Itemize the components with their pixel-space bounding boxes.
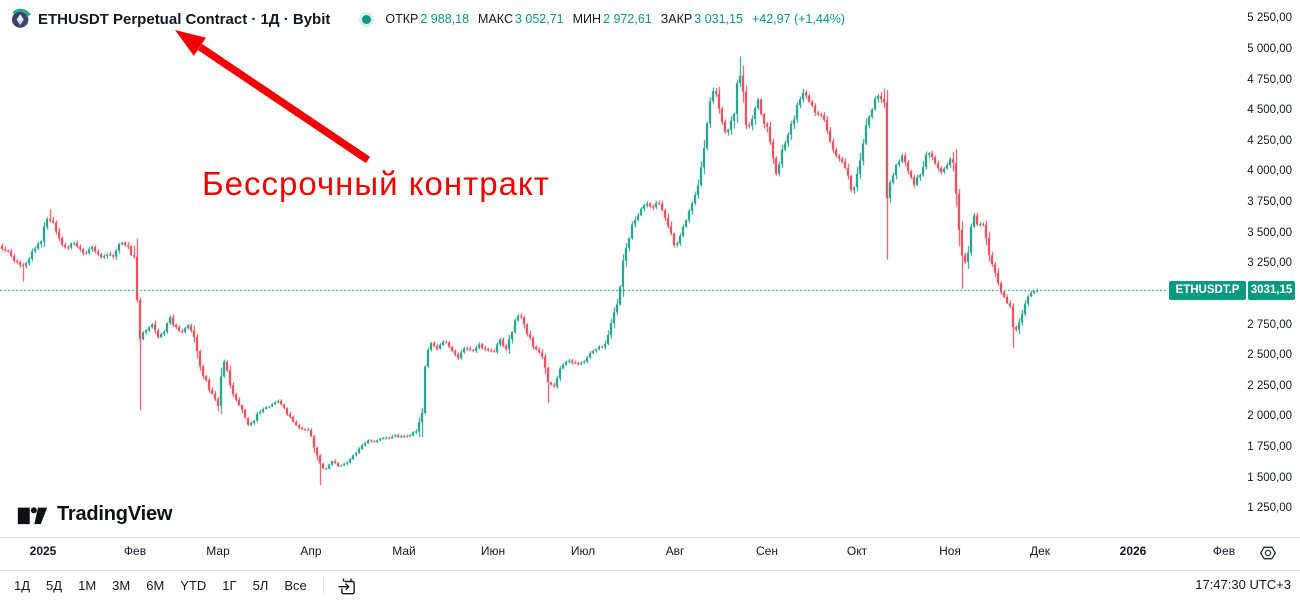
- range-button-1d[interactable]: 1Д: [6, 575, 38, 596]
- price-tick-label: 4 250,00: [1247, 134, 1292, 147]
- time-tick-label: Мар: [206, 544, 230, 558]
- range-button-3m[interactable]: 3M: [104, 575, 138, 596]
- tradingview-logo-icon: [17, 507, 48, 525]
- close-value: 3 031,15: [694, 12, 743, 26]
- time-axis-separator: [0, 537, 1300, 538]
- ohlc-values: ОТКР 2 988,18 МАКС 3 052,71 МИН 2 972,61 ЗА…: [385, 12, 845, 26]
- time-tick-label: Фев: [123, 544, 147, 558]
- time-tick-label: Окт: [846, 544, 868, 558]
- price-tick-label: 5 250,00: [1247, 12, 1292, 25]
- low-value: 2 972,61: [603, 12, 652, 26]
- time-tick-label: Дек: [1029, 544, 1051, 558]
- toolbar-separator: [0, 570, 1300, 571]
- candlestick-chart[interactable]: [0, 0, 1300, 537]
- clock[interactable]: 17:47:30 UTC+3: [1195, 577, 1291, 592]
- price-tick-label: 4 500,00: [1247, 104, 1292, 117]
- price-tick-label: 4 750,00: [1247, 73, 1292, 86]
- low-label: МИН: [572, 12, 602, 26]
- range-button-5y[interactable]: 5Л: [245, 575, 277, 596]
- watermark-label: TradingView: [57, 502, 173, 525]
- price-tick-label: 2 750,00: [1247, 318, 1292, 331]
- annotation-text[interactable]: Бессрочный контракт: [202, 165, 550, 202]
- open-value: 2 988,18: [420, 12, 470, 26]
- time-tick-label: 2025: [29, 544, 57, 558]
- bottom-toolbar: 1Д 5Д 1M 3M 6M YTD 1Г 5Л Все: [0, 571, 1300, 600]
- range-button-all[interactable]: Все: [276, 575, 314, 596]
- change-value: +42,97 (+1,44%): [751, 12, 846, 26]
- last-price-symbol: ETHUSDT.P: [1169, 281, 1246, 300]
- price-tick-label: 2 000,00: [1247, 410, 1292, 423]
- last-price-label: ETHUSDT.P 3031,15: [1169, 281, 1295, 300]
- price-tick-label: 2 500,00: [1247, 349, 1292, 362]
- time-tick-label: Июн: [480, 544, 506, 558]
- time-tick-label: Ноя: [939, 544, 961, 558]
- time-tick-label: Апр: [300, 544, 322, 558]
- price-tick-label: 1 750,00: [1247, 441, 1292, 454]
- price-tick-label: 3 250,00: [1247, 257, 1292, 270]
- high-label: МАКС: [478, 12, 513, 26]
- open-label: ОТКР: [385, 12, 419, 26]
- time-tick-label: Фев: [1212, 544, 1236, 558]
- calendar-arrow-icon: [338, 578, 355, 594]
- range-button-1m[interactable]: 1M: [70, 575, 104, 596]
- market-status-dot[interactable]: [362, 14, 372, 24]
- range-button-ytd[interactable]: YTD: [172, 575, 214, 596]
- range-button-6m[interactable]: 6M: [138, 575, 172, 596]
- go-to-date-button[interactable]: [332, 573, 362, 599]
- time-tick-label: 2026: [1119, 544, 1147, 558]
- price-tick-label: 2 250,00: [1247, 379, 1292, 392]
- range-button-1y[interactable]: 1Г: [214, 575, 244, 596]
- price-tick-label: 4 000,00: [1247, 165, 1292, 178]
- price-tick-label: 3 500,00: [1247, 226, 1292, 239]
- range-button-5d[interactable]: 5Д: [38, 575, 70, 596]
- price-tick-label: 5 000,00: [1247, 42, 1292, 55]
- price-scale-settings-icon[interactable]: [1258, 543, 1278, 563]
- price-tick-label: 1 500,00: [1247, 471, 1292, 484]
- symbol-title[interactable]: ETHUSDT Perpetual Contract · 1Д · Bybit: [38, 10, 331, 28]
- time-tick-label: Июл: [570, 544, 596, 558]
- toolbar-divider: [322, 576, 324, 595]
- last-price-value: 3031,15: [1248, 281, 1295, 300]
- price-tick-label: 1 250,00: [1247, 502, 1292, 515]
- close-label: ЗАКР: [660, 12, 693, 26]
- symbol-logo-icon: [10, 8, 32, 30]
- price-tick-label: 3 750,00: [1247, 196, 1292, 209]
- price-axis[interactable]: 5 250,00 5 000,00 4 750,00 4 500,00 4 250,00…: [1230, 0, 1300, 537]
- time-axis[interactable]: 2025 Фев Мар Апр Май Июн Июл Авг Сен Окт Ноя Дек 202…: [0, 538, 1300, 570]
- high-value: 3 052,71: [514, 12, 564, 26]
- time-tick-label: Сен: [756, 544, 778, 558]
- chart-legend: ETHUSDT Perpetual Contract · 1Д · Bybit …: [10, 8, 845, 30]
- time-tick-label: Авг: [665, 544, 685, 558]
- time-tick-label: Май: [392, 544, 416, 558]
- tradingview-watermark: TradingView: [16, 501, 172, 527]
